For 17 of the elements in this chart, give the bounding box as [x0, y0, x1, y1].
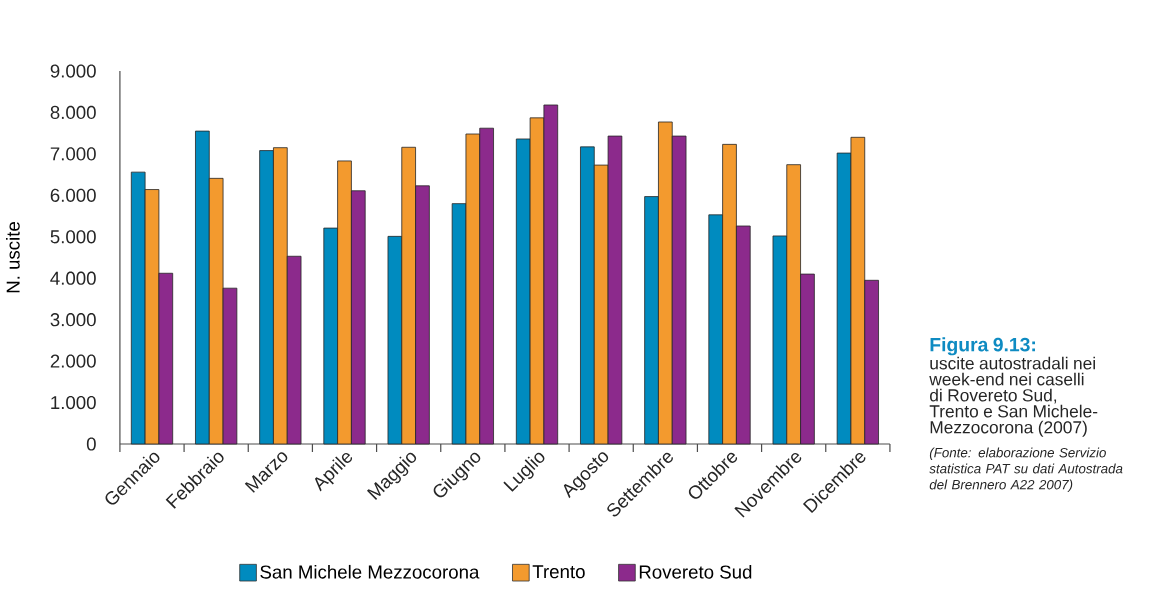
y-tick-label: 3.000 — [50, 313, 96, 327]
text: (Fonte: elaborazione Servizio statistica PAT su dati Autostrada del Brennero A22 2007) — [929, 447, 1123, 493]
text: Figura 9.13: — [930, 337, 1035, 356]
legend-label: Rovereto Sud — [639, 564, 752, 579]
y-axis-title: N. uscite — [6, 222, 20, 293]
y-tick-label: 7.000 — [50, 147, 96, 161]
y-tick-label: 5.000 — [50, 230, 96, 244]
text: uscite autostradali nei week-end nei caselli di Rovereto Sud, Trento e San Michele-Mezzocorona (2007) — [929, 356, 1098, 437]
y-tick-label: 4.000 — [50, 271, 96, 285]
y-tick-label: 0 — [86, 437, 96, 451]
y-tick-label: 8.000 — [50, 105, 96, 120]
y-tick-label: 9.000 — [50, 64, 96, 78]
legend-label: San Michele Mezzocorona — [260, 564, 480, 579]
y-tick-label: 6.000 — [50, 188, 96, 202]
y-tick-label: 1.000 — [51, 395, 96, 410]
y-tick-label: 2.000 — [50, 354, 96, 368]
legend-label: Trento — [532, 565, 585, 579]
